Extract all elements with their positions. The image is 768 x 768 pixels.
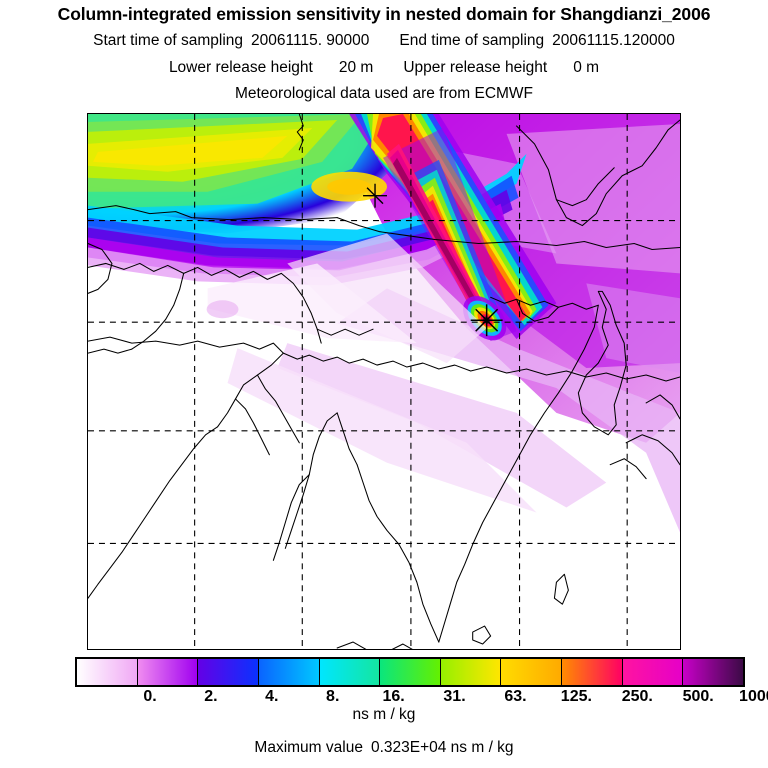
maximum-value-number: 0.323E+04 ns m / kg [370, 739, 514, 756]
colorbar-segment-31-63 [380, 659, 441, 685]
colorbar-segment-0-2 [77, 659, 138, 685]
colorbar-tick-2: 4. [265, 688, 279, 705]
colorbar-segment-8-16 [258, 659, 320, 685]
map-plot-area [87, 113, 681, 650]
end-time-label: End time of sampling [399, 32, 545, 49]
colorbar-tick-6: 63. [504, 688, 527, 705]
colorbar: 0.2.4.8.16.31.63.125.250.500.1000.2000. [75, 657, 768, 705]
secondary-site-marker [363, 183, 387, 208]
colorbar-tick-9: 500. [682, 688, 714, 705]
upper-release-value: 0 m [573, 59, 600, 76]
release-height-line: Lower release height 20 m Upper release he… [169, 60, 599, 76]
colorbar-segment-4-8 [198, 659, 259, 685]
colorbar-segment-2-4 [137, 659, 199, 685]
colorbar-tick-8: 250. [621, 688, 653, 705]
colorbar-segment-250-500 [562, 659, 623, 685]
colorbar-unit-label: ns m / kg [352, 706, 416, 723]
upper-release-label: Upper release height [403, 59, 548, 76]
colorbar-tick-1: 2. [204, 688, 218, 705]
colorbar-tick-5: 31. [443, 688, 466, 705]
maximum-value-label: Maximum value 0.323E+04 ns m / kg [0, 739, 768, 757]
colorbar-tick-10: 1000. [739, 688, 768, 705]
end-time-value: 20061115.120000 [552, 32, 675, 49]
colorbar-tick-labels: 0.2.4.8.16.31.63.125.250.500.1000.2000. [75, 688, 768, 710]
release-point-marker [470, 304, 503, 337]
start-time-value: 20061115. 90000 [251, 32, 370, 49]
colorbar-segment-500-1000 [622, 659, 684, 685]
sampling-time-line: Start time of sampling 20061115. 90000 End… [93, 33, 675, 49]
colorbar-segment-125-250 [501, 659, 563, 685]
colorbar-tick-4: 16. [382, 688, 405, 705]
colorbar-gradient [75, 657, 745, 687]
page-title: Column-integrated emission sensitivity i… [57, 4, 711, 24]
colorbar-segment-63-125 [440, 659, 502, 685]
colorbar-tick-7: 125. [560, 688, 592, 705]
lower-release-value: 20 m [338, 59, 374, 76]
start-time-label: Start time of sampling [93, 32, 244, 49]
colorbar-tick-0: 0. [143, 688, 157, 705]
colorbar-segment-1000-2000 [683, 659, 744, 685]
lower-release-label: Lower release height [168, 59, 313, 76]
colorbar-segment-16-31 [319, 659, 381, 685]
colorbar-tick-3: 8. [326, 688, 340, 705]
emission-sensitivity-heatmap [88, 114, 680, 649]
met-data-line: Meteorological data used are from ECMWF [234, 85, 534, 102]
maximum-value-text: Maximum value [254, 739, 363, 756]
